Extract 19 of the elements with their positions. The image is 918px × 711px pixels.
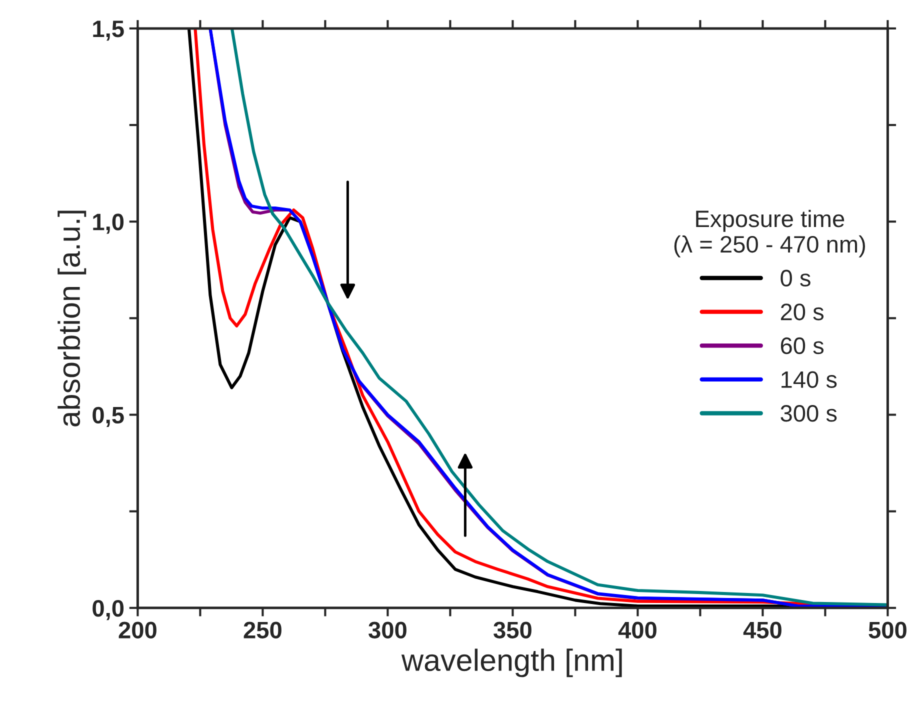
y-tick-label: 1,5 [93, 20, 124, 41]
legend-label: 60 s [780, 337, 824, 354]
legend-label: 20 s [780, 304, 824, 320]
legend-label: 0 s [780, 270, 810, 287]
x-tick-label: 200 [118, 622, 156, 638]
x-axis-title: wavelength [nm] [401, 648, 622, 678]
x-tick-label: 450 [743, 622, 782, 638]
x-tick-label: 300 [368, 622, 406, 638]
y-axis-title: absorbtion [a.u.] [58, 210, 86, 426]
legend-title: Exposure time (λ = 250 - 470 nm) [674, 210, 866, 258]
x-tick-label: 250 [244, 622, 282, 638]
y-tick-label: 1,0 [93, 214, 124, 234]
legend-label: 300 s [780, 405, 837, 422]
x-tick-label: 400 [618, 622, 656, 638]
x-tick-label: 500 [868, 622, 906, 638]
x-tick-label: 350 [494, 622, 532, 638]
y-tick-label: 0,5 [92, 406, 124, 427]
y-tick-label: 0,0 [92, 600, 124, 620]
legend-label: 140 s [782, 371, 837, 388]
